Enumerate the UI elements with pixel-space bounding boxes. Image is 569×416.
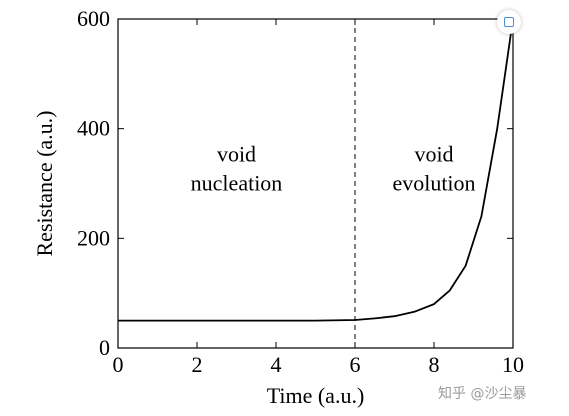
- plot-frame: [117, 18, 514, 349]
- x-tick-label-5: 10: [502, 352, 524, 377]
- y-tick-label-2: 400: [77, 116, 110, 141]
- x-tick-label-2: 4: [271, 352, 282, 377]
- x-tick-label-4: 8: [429, 352, 440, 377]
- x-tick-label-1: 2: [192, 352, 203, 377]
- annotation-1-line-0: void: [414, 142, 453, 167]
- x-tick-label-0: 0: [113, 352, 124, 377]
- y-tick-label-1: 200: [77, 225, 110, 250]
- expand-icon[interactable]: [497, 10, 521, 34]
- annotation-1-line-1: evolution: [392, 171, 475, 196]
- series-line-0: [118, 18, 514, 322]
- annotation-0-line-0: void: [217, 142, 256, 167]
- x-tick-label-3: 6: [350, 352, 361, 377]
- annotation-0-line-1: nucleation: [191, 171, 283, 196]
- plot-area: 0 2 4 6 8 10 0 200 400 600 Time (a.u.) Resistance (…: [32, 6, 524, 408]
- y-tick-label-0: 0: [99, 335, 110, 360]
- x-axis-title: Time (a.u.): [267, 383, 365, 408]
- y-axis-title: Resistance (a.u.): [32, 111, 57, 257]
- watermark: 知乎 @沙尘暴: [438, 385, 526, 402]
- y-tick-label-3: 600: [77, 6, 110, 31]
